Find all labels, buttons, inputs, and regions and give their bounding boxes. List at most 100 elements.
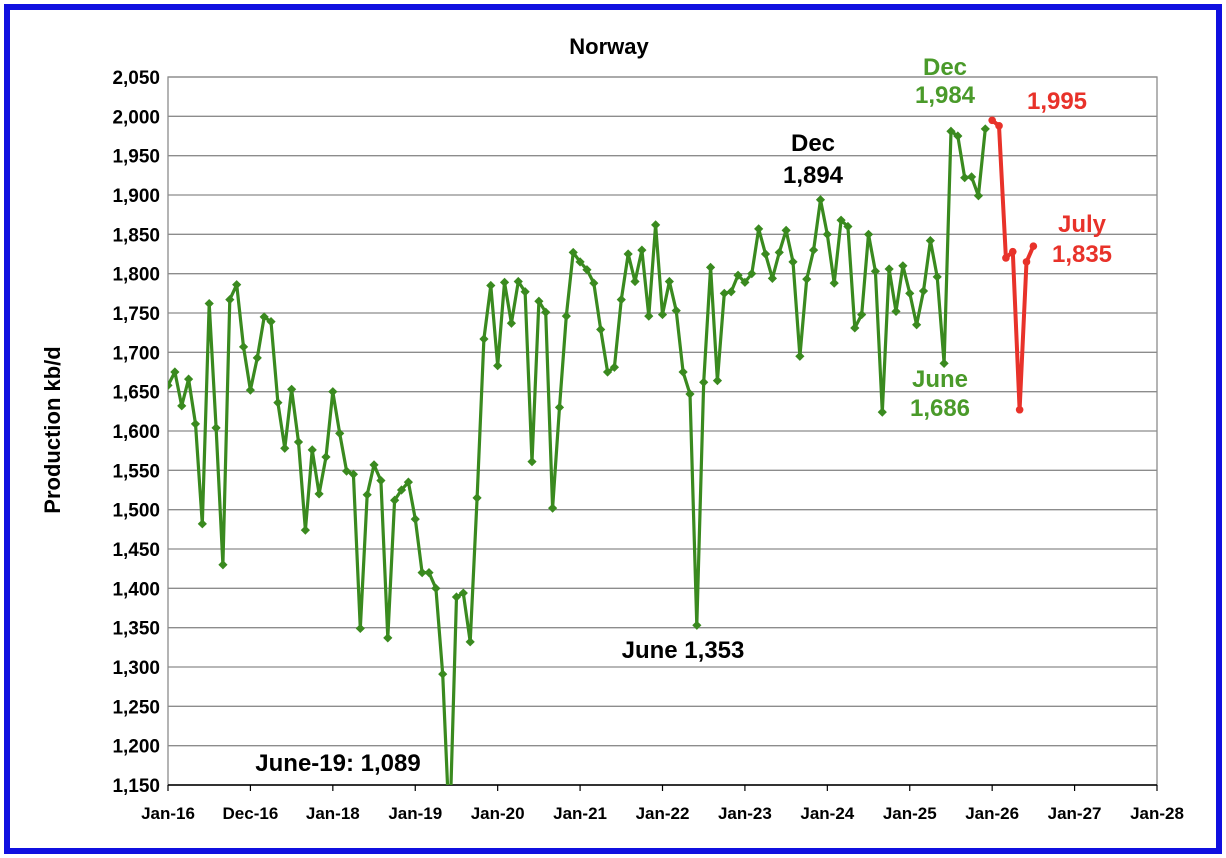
data-point <box>781 225 791 235</box>
data-point <box>995 121 1003 130</box>
data-point <box>252 353 262 363</box>
x-tick-label: Jan-20 <box>471 804 525 823</box>
data-point <box>445 828 454 837</box>
data-point <box>774 247 784 258</box>
data-point <box>527 457 537 467</box>
data-point <box>170 367 180 377</box>
y-tick-label: 1,350 <box>112 619 160 640</box>
data-point <box>575 257 585 267</box>
x-tick-label: Jan-25 <box>883 804 937 823</box>
data-point <box>238 342 249 352</box>
data-point <box>973 191 984 201</box>
y-tick-label: 1,300 <box>112 658 160 679</box>
data-point <box>472 493 482 503</box>
data-point <box>692 620 702 630</box>
data-point <box>644 311 654 321</box>
y-tick-label: 1,150 <box>112 776 160 797</box>
data-point <box>335 428 345 438</box>
data-point <box>424 568 434 578</box>
x-tick-label: Jan-28 <box>1130 804 1184 823</box>
data-point <box>218 560 228 570</box>
data-point <box>946 126 956 136</box>
data-point <box>623 249 633 259</box>
y-axis-label: Production kb/d <box>40 346 65 513</box>
data-point <box>671 306 681 316</box>
data-point <box>939 358 949 368</box>
data-point <box>348 469 359 479</box>
data-point <box>857 309 867 320</box>
data-point <box>259 312 269 322</box>
data-point <box>554 402 565 412</box>
data-point <box>1002 254 1010 262</box>
data-point <box>767 273 777 283</box>
data-point <box>177 401 187 411</box>
data-point <box>266 317 276 327</box>
y-tick-label: 1,500 <box>112 501 160 522</box>
x-tick-label: Jan-21 <box>553 804 607 823</box>
data-point <box>747 269 757 279</box>
data-point <box>225 295 235 305</box>
data-point <box>582 265 592 275</box>
data-point <box>197 519 207 529</box>
data-point <box>988 116 996 125</box>
data-point <box>314 489 324 499</box>
data-point <box>506 318 517 328</box>
data-point <box>341 466 352 476</box>
data-point <box>362 490 372 500</box>
data-point <box>980 124 990 134</box>
data-point <box>355 623 365 634</box>
data-point <box>376 475 386 486</box>
data-point <box>788 257 798 267</box>
data-point <box>486 280 496 291</box>
data-point <box>589 278 599 288</box>
annotation-label: July 1,835 <box>1052 211 1112 268</box>
data-point <box>953 131 963 141</box>
data-point <box>451 592 462 602</box>
x-tick-label: Jan-18 <box>306 804 360 823</box>
data-point <box>760 249 771 259</box>
x-tick-label: Jan-26 <box>965 804 1019 823</box>
data-point <box>657 309 668 320</box>
data-point <box>918 286 929 296</box>
data-point <box>211 423 221 433</box>
y-tick-label: 1,950 <box>112 147 160 168</box>
chart-frame <box>4 4 1222 854</box>
data-point <box>293 437 304 447</box>
data-point <box>699 377 709 387</box>
data-point <box>802 274 812 284</box>
data-point <box>616 295 626 305</box>
data-point <box>458 588 468 598</box>
data-point <box>863 229 874 239</box>
annotation-label: June 1,353 <box>622 637 745 664</box>
x-tick-label: Jan-24 <box>800 804 854 823</box>
y-tick-label: 1,450 <box>112 540 160 561</box>
x-tick-label: Dec-16 <box>223 804 279 823</box>
data-point <box>651 220 661 230</box>
data-point <box>1008 247 1017 256</box>
data-point <box>1029 242 1038 250</box>
data-point <box>287 384 297 394</box>
data-point <box>815 195 826 205</box>
data-point <box>829 278 839 288</box>
y-tick-label: 1,800 <box>112 265 160 286</box>
data-point <box>712 376 723 386</box>
data-point <box>383 633 393 643</box>
data-point <box>932 272 942 282</box>
data-point <box>609 362 620 372</box>
data-point <box>438 669 448 679</box>
data-point <box>232 280 242 290</box>
data-point <box>733 270 743 280</box>
data-point <box>568 247 578 258</box>
data-point <box>630 276 640 287</box>
data-point <box>877 407 887 417</box>
annotation-label: Dec 1,984 <box>915 54 976 109</box>
x-tick-label: Jan-27 <box>1048 804 1102 823</box>
data-point <box>204 298 214 309</box>
data-point <box>637 245 647 255</box>
data-point <box>836 215 846 225</box>
data-point <box>912 320 922 330</box>
data-point <box>273 398 283 408</box>
y-tick-label: 1,850 <box>112 225 160 246</box>
series-actual <box>168 124 990 837</box>
data-point <box>417 568 427 578</box>
